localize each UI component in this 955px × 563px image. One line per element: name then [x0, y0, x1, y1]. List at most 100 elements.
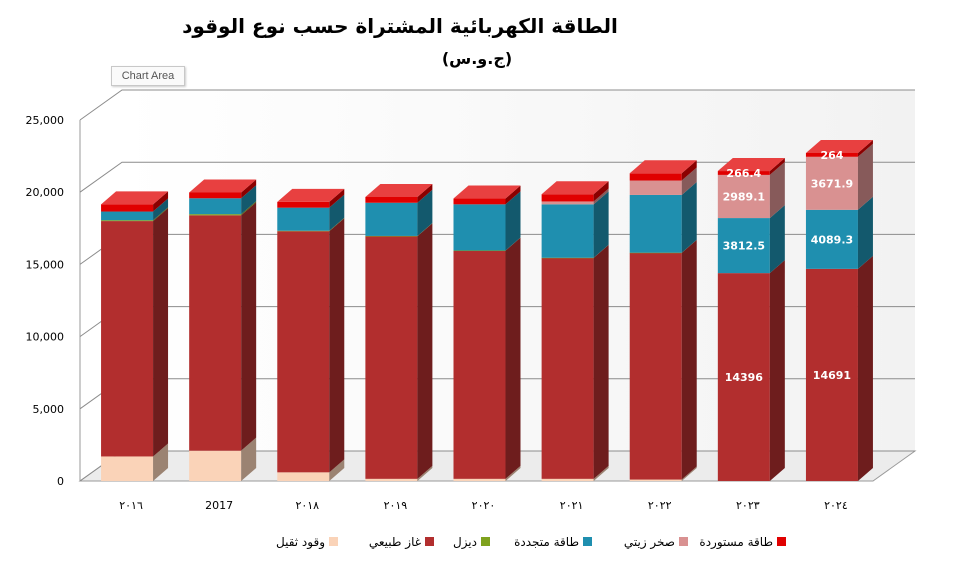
- data-label: 264: [820, 149, 843, 162]
- bar-segment: [277, 207, 330, 231]
- bar-segment-side: [329, 188, 345, 208]
- bar-segment: [629, 180, 682, 195]
- bar-segment: [805, 152, 858, 157]
- x-tick-label: ٢٠٢٤: [824, 499, 848, 512]
- data-label: 266.4: [726, 167, 761, 180]
- bar-segment: [101, 220, 154, 222]
- bar-segment-side: [153, 207, 169, 222]
- legend-swatch: [583, 537, 592, 546]
- bar-segment: [101, 204, 154, 212]
- data-labels-layer: 14396 3812.5 2989.1 266.4 14691 4089.3 3671.9 2…: [723, 149, 854, 384]
- bar-segment: [189, 450, 242, 481]
- bar-segment-side: [505, 185, 521, 205]
- bar-segment-side: [505, 237, 521, 479]
- legend-entry: وقود ثقيل: [276, 535, 325, 550]
- bar-segment-side: [681, 160, 697, 181]
- bar-segment-top: [453, 185, 521, 199]
- bar-segment-side: [153, 443, 169, 481]
- bar-segment: [453, 198, 506, 205]
- bar-segment-side: [153, 198, 169, 221]
- bar-segment: [101, 456, 154, 481]
- bar-segment: [629, 252, 682, 254]
- bar-segment: [277, 230, 330, 232]
- x-tick-label: ٢٠١٦: [119, 499, 143, 512]
- bar-segment-top: [365, 183, 433, 197]
- legend-entry: طاقة مستوردة: [699, 535, 773, 550]
- bar-segment-side: [241, 201, 257, 216]
- data-label: 14691: [813, 369, 851, 382]
- bar-segment: [717, 171, 770, 175]
- bar-segment-side: [417, 222, 433, 237]
- bar-segment: [805, 156, 858, 210]
- x-tick-label: ٢٠١٨: [295, 499, 319, 512]
- data-label: 14396: [725, 371, 764, 384]
- bars-layer: [101, 139, 873, 481]
- bar-segment-side: [593, 244, 609, 258]
- bar-segment-side: [681, 239, 697, 253]
- bar-segment: [365, 196, 418, 203]
- bar-segment: [805, 209, 858, 269]
- bar-segment-top: [717, 158, 785, 172]
- chart-area-tag: Chart Area: [111, 66, 185, 86]
- legend-swatch: [329, 537, 338, 546]
- y-tick-label: 0: [57, 475, 64, 488]
- bar-segment-side: [417, 465, 433, 481]
- x-axis-ticks: ٢٠١٦ 2017 ٢٠١٨ ٢٠١٩ ٢٠٢٠ ٢٠٢١ ٢٠٢٢ ٢٠٢٣ ٢٠٢٤: [119, 499, 848, 512]
- bar-segment: [541, 201, 594, 205]
- bar-segment: [189, 192, 242, 199]
- bar-segment: [541, 194, 594, 202]
- bar-segment-side: [241, 437, 257, 481]
- bar-segment-side: [857, 255, 873, 481]
- bar-segment: [629, 252, 682, 480]
- bar-segment: [629, 194, 682, 253]
- bar-segment-top: [277, 188, 345, 202]
- bar-segment-side: [241, 202, 257, 451]
- bar-segment-side: [593, 191, 609, 258]
- bar-segment-side: [769, 161, 785, 219]
- bar-segment: [629, 173, 682, 181]
- chart-title: الطاقة الكهربائية المشتراة حسب نوع الوقو…: [182, 14, 618, 38]
- x-tick-label: 2017: [205, 499, 233, 512]
- bar-segment-top: [189, 179, 257, 193]
- y-tick-label: 10,000: [26, 331, 65, 344]
- bar-segment-side: [857, 196, 873, 269]
- bar-segment-side: [241, 185, 257, 215]
- bar-segment: [365, 235, 418, 237]
- bar-segment-side: [329, 194, 345, 231]
- bar-segment-side: [329, 217, 345, 232]
- bar-segment-side: [769, 260, 785, 481]
- data-label: 4089.3: [811, 233, 853, 246]
- bar-segment: [189, 198, 242, 215]
- y-tick-label: 15,000: [26, 258, 65, 271]
- bar-segment-side: [241, 179, 257, 199]
- bar-segment: [541, 257, 594, 259]
- bar-segment-top: [541, 181, 609, 195]
- bar-segment-top: [629, 160, 697, 174]
- bar-segment: [277, 472, 330, 481]
- bar-segment: [717, 174, 770, 219]
- gridline: [79, 89, 915, 121]
- bar-segment: [629, 479, 682, 481]
- y-axis-ticks: 0 5,000 10,000 15,000 20,000 25,000: [26, 114, 65, 488]
- x-tick-label: ٢٠٢٠: [472, 499, 496, 512]
- bar-segment-side: [681, 466, 697, 481]
- bar-segment-side: [681, 239, 697, 480]
- y-tick-label: 20,000: [26, 186, 65, 199]
- legend-entry: غاز طبيعي: [369, 535, 421, 550]
- bar-segment-side: [769, 205, 785, 274]
- legend-swatch: [481, 537, 490, 546]
- bar-segment-side: [593, 181, 609, 202]
- bar-segment: [101, 221, 154, 457]
- bar-segment: [365, 236, 418, 479]
- x-tick-label: ٢٠٢٣: [736, 499, 760, 512]
- bar-segment-side: [417, 189, 433, 236]
- x-tick-label: ٢٠٢١: [560, 499, 584, 512]
- legend-swatch: [425, 537, 434, 546]
- bar-segment: [541, 257, 594, 479]
- data-label: 3671.9: [811, 177, 853, 190]
- bar-segment: [189, 215, 242, 451]
- bar-segment-top: [101, 191, 169, 205]
- bar-segment-side: [505, 237, 521, 251]
